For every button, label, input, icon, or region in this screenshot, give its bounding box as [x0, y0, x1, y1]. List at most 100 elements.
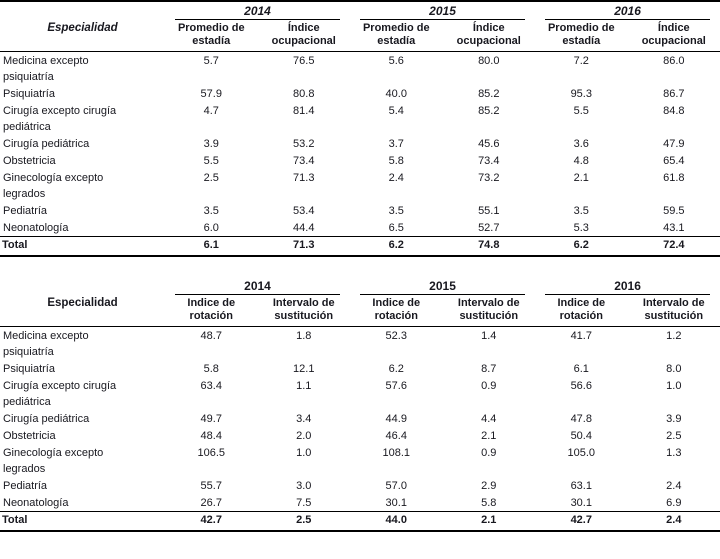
value-cell: 3.5 — [203, 205, 219, 217]
table-row: Cirugía excepto cirugía pediátrica 63.4 … — [0, 377, 720, 410]
specialty-name: Medicina excepto psiquiatría — [3, 55, 89, 83]
table-row: Neonatología 26.7 7.5 30.1 5.8 30.1 6.9 — [0, 494, 720, 512]
value-cell: 7.5 — [296, 497, 312, 509]
value-cell: 84.8 — [663, 105, 685, 117]
value-cell: 63.1 — [570, 480, 592, 492]
value-cell: 65.4 — [663, 155, 685, 167]
value-cell: 76.5 — [293, 55, 315, 67]
total-value-cell: 2.4 — [627, 511, 720, 532]
value-cell: 7.2 — [573, 55, 589, 67]
table-row: Medicina excepto psiquiatría 48.7 1.8 52… — [0, 327, 720, 361]
total-value-cell: 6.2 — [350, 236, 443, 257]
value-cell: 105.0 — [567, 447, 596, 459]
specialty-name: Cirugía excepto cirugía pediátrica — [3, 105, 117, 133]
specialty-name: Medicina excepto psiquiatría — [3, 330, 89, 358]
value-cell: 52.7 — [478, 222, 500, 234]
value-cell: 49.7 — [200, 413, 222, 425]
value-cell: 86.0 — [663, 55, 685, 67]
rotacion-sustitucion-table: Especialidad 2014 2015 2016 Indice de ro… — [0, 277, 720, 532]
column-header-row: Promedio de estadía Índice ocupacional P… — [0, 20, 720, 52]
specialty-name: Ginecología excepto legrados — [3, 172, 104, 200]
year-header-2015: 2015 — [350, 1, 535, 20]
value-cell: 8.7 — [481, 363, 497, 375]
year-header-2016: 2016 — [535, 277, 720, 295]
value-cell: 57.0 — [385, 480, 407, 492]
value-cell: 6.0 — [203, 222, 219, 234]
year-header-2016: 2016 — [535, 1, 720, 20]
value-cell: 47.9 — [663, 138, 685, 150]
value-cell: 55.1 — [478, 205, 500, 217]
value-cell: 52.3 — [385, 330, 407, 342]
value-cell: 0.9 — [481, 380, 497, 392]
page: Especialidad 2014 2015 2016 Promedio de … — [0, 0, 720, 532]
specialty-name: Ginecología excepto legrados — [3, 447, 104, 475]
value-cell: 2.9 — [481, 480, 497, 492]
column-header: Intervalo de sustitución — [257, 295, 351, 327]
value-cell: 46.4 — [385, 430, 407, 442]
value-cell: 4.8 — [573, 155, 589, 167]
value-cell: 1.1 — [296, 380, 312, 392]
value-cell: 1.3 — [666, 447, 682, 459]
year-header-2014: 2014 — [165, 1, 350, 20]
value-cell: 3.7 — [388, 138, 404, 150]
specialty-name: Cirugía pediátrica — [3, 138, 90, 150]
value-cell: 50.4 — [570, 430, 592, 442]
total-value-cell: 42.7 — [535, 511, 628, 532]
specialty-name: Pediatría — [3, 480, 48, 492]
value-cell: 3.9 — [666, 413, 682, 425]
table-row: Ginecología excepto legrados 2.5 71.3 2.… — [0, 169, 720, 202]
value-cell: 47.8 — [570, 413, 592, 425]
table-row: Pediatría 3.5 53.4 3.5 55.1 3.5 59.5 — [0, 202, 720, 219]
specialty-name: Obstetricia — [3, 430, 56, 442]
specialty-name: Pediatría — [3, 205, 48, 217]
value-cell: 81.4 — [293, 105, 315, 117]
value-cell: 71.3 — [293, 172, 315, 184]
column-header: Intervalo de sustitución — [442, 295, 536, 327]
value-cell: 57.6 — [385, 380, 407, 392]
table-row: Neonatología 6.0 44.4 6.5 52.7 5.3 43.1 — [0, 219, 720, 237]
value-cell: 44.9 — [385, 413, 407, 425]
value-cell: 5.4 — [388, 105, 404, 117]
value-cell: 0.9 — [481, 447, 497, 459]
value-cell: 106.5 — [197, 447, 226, 459]
value-cell: 5.6 — [388, 55, 404, 67]
value-cell: 80.8 — [293, 88, 315, 100]
value-cell: 53.2 — [293, 138, 315, 150]
value-cell: 44.4 — [293, 222, 315, 234]
value-cell: 2.4 — [666, 480, 682, 492]
column-header: Promedio de estadía — [350, 20, 443, 52]
value-cell: 108.1 — [382, 447, 411, 459]
specialty-name: Neonatología — [3, 497, 69, 509]
value-cell: 85.2 — [478, 105, 500, 117]
total-value-cell: 44.0 — [350, 511, 443, 532]
value-cell: 5.5 — [573, 105, 589, 117]
value-cell: 2.4 — [388, 172, 404, 184]
total-value-cell: 72.4 — [627, 236, 720, 257]
value-cell: 4.7 — [203, 105, 219, 117]
column-header: Indice de rotación — [535, 295, 628, 327]
value-cell: 12.1 — [293, 363, 315, 375]
table-row: Obstetricia 5.5 73.4 5.8 73.4 4.8 65.4 — [0, 152, 720, 169]
table-row: Obstetricia 48.4 2.0 46.4 2.1 50.4 2.5 — [0, 427, 720, 444]
column-header: Promedio de estadía — [165, 20, 258, 52]
specialty-name: Psiquiatría — [3, 88, 55, 100]
value-cell: 5.3 — [573, 222, 589, 234]
table-row: Medicina excepto psiquiatría 5.7 76.5 5.… — [0, 52, 720, 86]
value-cell: 6.9 — [666, 497, 682, 509]
value-cell: 56.6 — [570, 380, 592, 392]
value-cell: 3.9 — [203, 138, 219, 150]
column-header: Promedio de estadía — [535, 20, 628, 52]
total-label: Total — [0, 511, 165, 532]
value-cell: 2.1 — [573, 172, 589, 184]
table-row: Ginecología excepto legrados 106.5 1.0 1… — [0, 444, 720, 477]
column-header: Índice ocupacional — [627, 20, 720, 52]
value-cell: 3.6 — [573, 138, 589, 150]
specialty-name: Obstetricia — [3, 155, 56, 167]
especialidad-header: Especialidad — [0, 277, 165, 327]
table-row: Pediatría 55.7 3.0 57.0 2.9 63.1 2.4 — [0, 477, 720, 494]
value-cell: 5.7 — [203, 55, 219, 67]
value-cell: 48.4 — [200, 430, 222, 442]
value-cell: 2.5 — [666, 430, 682, 442]
value-cell: 85.2 — [478, 88, 500, 100]
value-cell: 4.4 — [481, 413, 497, 425]
